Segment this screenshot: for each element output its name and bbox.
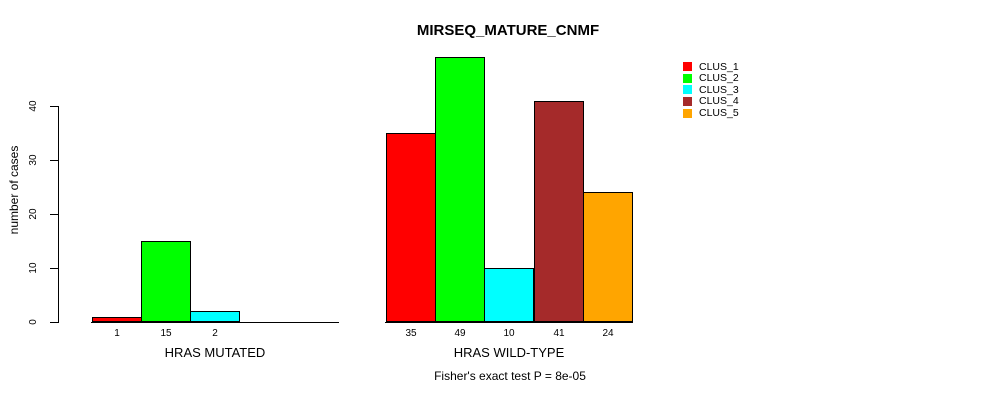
bar-value-label: 10 [503, 328, 515, 339]
legend-row: CLUS_1 [683, 61, 739, 73]
y-axis-tick-label: 40 [27, 100, 39, 112]
legend: CLUS_1 CLUS_2 CLUS_3 CLUS_4 CLUS_5 [683, 61, 739, 119]
x-axis-baseline [91, 322, 339, 323]
legend-color-swatch [683, 97, 692, 107]
chart-title: MIRSEQ_MATURE_CNMF [416, 22, 600, 39]
y-axis-tick [50, 214, 58, 215]
y-axis-tick [50, 268, 58, 269]
caption-text: Fisher's exact test P = 8e-05 [434, 369, 586, 383]
bar-clus_1 [386, 133, 436, 322]
bar-clus_3 [190, 311, 240, 322]
legend-label: CLUS_1 [699, 60, 739, 73]
bar-clus_1 [92, 317, 142, 322]
bar-value-label: 1 [114, 328, 120, 339]
bar-clus_4 [534, 101, 584, 322]
y-axis-tick-label: 20 [27, 208, 39, 220]
legend-color-swatch [683, 62, 692, 72]
bar-value-label: 15 [160, 328, 172, 339]
bar-clus_3 [484, 268, 534, 322]
bar-value-label: 24 [602, 328, 614, 339]
legend-row: CLUS_3 [683, 84, 739, 96]
bar-clus_2 [435, 57, 485, 322]
legend-label: CLUS_2 [699, 72, 739, 85]
y-axis-tick [50, 322, 58, 323]
bar-value-label: 41 [553, 328, 565, 339]
x-axis-group-label: HRAS WILD-TYPE [453, 345, 565, 360]
y-axis-tick-label: 10 [27, 262, 39, 274]
bar-value-label: 35 [405, 328, 417, 339]
y-axis-tick [50, 106, 58, 107]
y-axis-line [58, 106, 59, 323]
legend-label: CLUS_5 [699, 106, 739, 119]
bar-clus_5 [583, 192, 633, 322]
legend-color-swatch [683, 108, 692, 118]
legend-row: CLUS_2 [683, 73, 739, 85]
legend-row: CLUS_5 [683, 107, 739, 119]
bar-clus_2 [141, 241, 191, 322]
y-axis-tick-label: 0 [27, 319, 39, 325]
legend-color-swatch [683, 73, 692, 83]
bar-value-label: 49 [454, 328, 466, 339]
legend-label: CLUS_3 [699, 83, 739, 96]
bar-value-label: 2 [212, 328, 218, 339]
legend-color-swatch [683, 85, 692, 95]
y-axis-tick-label: 30 [27, 154, 39, 166]
legend-row: CLUS_4 [683, 96, 739, 108]
y-axis-tick [50, 160, 58, 161]
x-axis-baseline [385, 322, 633, 323]
x-axis-group-label: HRAS MUTATED [164, 345, 266, 360]
legend-label: CLUS_4 [699, 95, 739, 108]
